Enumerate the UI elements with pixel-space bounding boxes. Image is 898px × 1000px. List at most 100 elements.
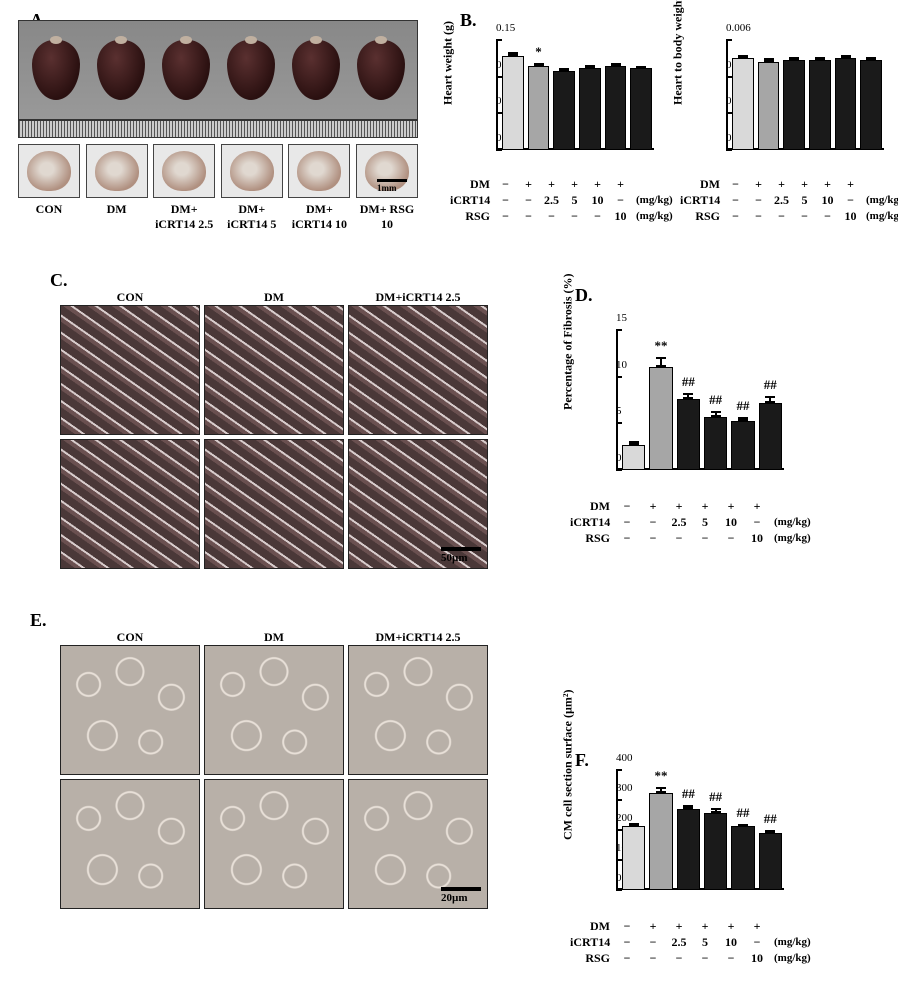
treatment-cell: + bbox=[718, 919, 744, 934]
unit-label: (mg/kg) bbox=[770, 532, 811, 544]
treatment-cell: + bbox=[640, 919, 666, 934]
ylabel: Heart to body weight ratio bbox=[671, 0, 686, 105]
treatment-cell: + bbox=[816, 177, 839, 192]
treatment-row-label: DM bbox=[570, 499, 614, 514]
treatment-cell: − bbox=[666, 951, 692, 966]
treatment-table-b1: DM−+++++iCRT14−−2.5510−(mg/kg)RSG−−−−−10… bbox=[450, 176, 690, 224]
bar: ## bbox=[759, 833, 782, 890]
unit-label: (mg/kg) bbox=[770, 516, 811, 528]
treatment-cell: + bbox=[839, 177, 862, 192]
treatment-cell: − bbox=[494, 209, 517, 224]
treatment-cell: − bbox=[614, 515, 640, 530]
panel-e-top-labels: CON DM DM+iCRT14 2.5 bbox=[60, 630, 488, 645]
significance-marker: ## bbox=[732, 398, 753, 414]
label: DM+ iCRT14 2.5 bbox=[153, 202, 215, 232]
heart-icrt14-2p5 bbox=[162, 40, 210, 100]
treatment-cell: − bbox=[640, 531, 666, 546]
treatment-row-label: RSG bbox=[450, 209, 494, 224]
panel-label-f: F. bbox=[575, 750, 589, 771]
heart-icrt14-10 bbox=[292, 40, 340, 100]
treatment-cell: 10 bbox=[718, 515, 744, 530]
treatment-cell: 5 bbox=[563, 193, 586, 208]
treatment-cell: − bbox=[614, 951, 640, 966]
wga-icrt14-5 bbox=[60, 779, 200, 909]
section-dm bbox=[86, 144, 148, 198]
ylabel: Percentage of Fibrosis (%) bbox=[561, 273, 576, 410]
wga-rsg-10: 20µm bbox=[348, 779, 488, 909]
treatment-row-label: iCRT14 bbox=[570, 935, 614, 950]
treatment-cell: − bbox=[747, 193, 770, 208]
significance-marker: ## bbox=[705, 392, 726, 408]
bar: ** bbox=[649, 367, 672, 470]
treatment-cell: − bbox=[724, 177, 747, 192]
significance-marker: ** bbox=[650, 768, 671, 784]
treatment-cell: − bbox=[724, 209, 747, 224]
section-icrt14-10 bbox=[288, 144, 350, 198]
treatment-cell: 2.5 bbox=[666, 935, 692, 950]
heart-con bbox=[32, 40, 80, 100]
unit-label: (mg/kg) bbox=[862, 194, 898, 206]
treatment-row-label: iCRT14 bbox=[570, 515, 614, 530]
wga-con bbox=[60, 645, 200, 775]
label: DM+iCRT14 2.5 bbox=[348, 630, 488, 645]
treatment-cell: − bbox=[839, 193, 862, 208]
heart-rsg-10 bbox=[357, 40, 405, 100]
bar bbox=[860, 60, 882, 150]
treatment-row-label: RSG bbox=[570, 531, 614, 546]
bar bbox=[809, 60, 831, 150]
treatment-cell: − bbox=[666, 531, 692, 546]
label: DM+iCRT14 2.5 bbox=[348, 290, 488, 305]
treatment-cell: + bbox=[666, 499, 692, 514]
treatment-cell: + bbox=[692, 919, 718, 934]
masson-dm bbox=[204, 305, 344, 435]
gross-hearts-photo bbox=[18, 20, 418, 120]
bar: ## bbox=[759, 403, 782, 470]
bar: ## bbox=[677, 809, 700, 890]
treatment-cell: + bbox=[666, 919, 692, 934]
masson-icrt14-2p5 bbox=[348, 305, 488, 435]
treatment-cell: + bbox=[744, 919, 770, 934]
section-icrt14-5 bbox=[221, 144, 283, 198]
wga-icrt14-2p5 bbox=[348, 645, 488, 775]
panel-a: 1mm CON DM DM+ iCRT14 2.5 DM+ iCRT14 5 D… bbox=[18, 20, 438, 232]
masson-grid: 50µm bbox=[60, 305, 488, 569]
treatment-table-f: DM−+++++iCRT14−−2.5510−(mg/kg)RSG−−−−−10… bbox=[570, 918, 830, 966]
treatment-cell: 10 bbox=[586, 193, 609, 208]
unit-label: (mg/kg) bbox=[632, 194, 673, 206]
ruler bbox=[18, 120, 418, 138]
section-icrt14-2p5 bbox=[153, 144, 215, 198]
treatment-cell: − bbox=[586, 209, 609, 224]
unit-label: (mg/kg) bbox=[770, 952, 811, 964]
treatment-cell: 10 bbox=[744, 531, 770, 546]
treatment-cell: − bbox=[747, 209, 770, 224]
treatment-cell: − bbox=[517, 209, 540, 224]
treatment-cell: − bbox=[614, 935, 640, 950]
unit-label: (mg/kg) bbox=[862, 210, 898, 222]
treatment-cell: + bbox=[718, 499, 744, 514]
treatment-cell: + bbox=[609, 177, 632, 192]
wga-grid: 20µm bbox=[60, 645, 488, 909]
panel-c: CON DM DM+iCRT14 2.5 50µm DM+iCRT14 5 DM… bbox=[60, 290, 488, 324]
treatment-cell: 2.5 bbox=[540, 193, 563, 208]
treatment-row-label: iCRT14 bbox=[680, 193, 724, 208]
treatment-cell: − bbox=[517, 193, 540, 208]
treatment-cell: − bbox=[614, 531, 640, 546]
heart-icrt14-5 bbox=[227, 40, 275, 100]
bar bbox=[622, 826, 645, 890]
bar bbox=[783, 60, 805, 150]
treatment-cell: − bbox=[692, 951, 718, 966]
bar: ** bbox=[649, 793, 672, 891]
treatment-cell: − bbox=[718, 951, 744, 966]
significance-marker: ## bbox=[678, 786, 699, 802]
bar: ## bbox=[677, 399, 700, 470]
treatment-cell: − bbox=[816, 209, 839, 224]
unit-label: (mg/kg) bbox=[770, 936, 811, 948]
treatment-cell: 10 bbox=[816, 193, 839, 208]
treatment-table-d: DM−+++++iCRT14−−2.5510−(mg/kg)RSG−−−−−10… bbox=[570, 498, 830, 546]
treatment-cell: 10 bbox=[609, 209, 632, 224]
treatment-cell: + bbox=[744, 499, 770, 514]
unit-label: (mg/kg) bbox=[632, 210, 673, 222]
treatment-cell: 10 bbox=[744, 951, 770, 966]
masson-icrt14-10 bbox=[204, 439, 344, 569]
treatment-row-label: DM bbox=[450, 177, 494, 192]
